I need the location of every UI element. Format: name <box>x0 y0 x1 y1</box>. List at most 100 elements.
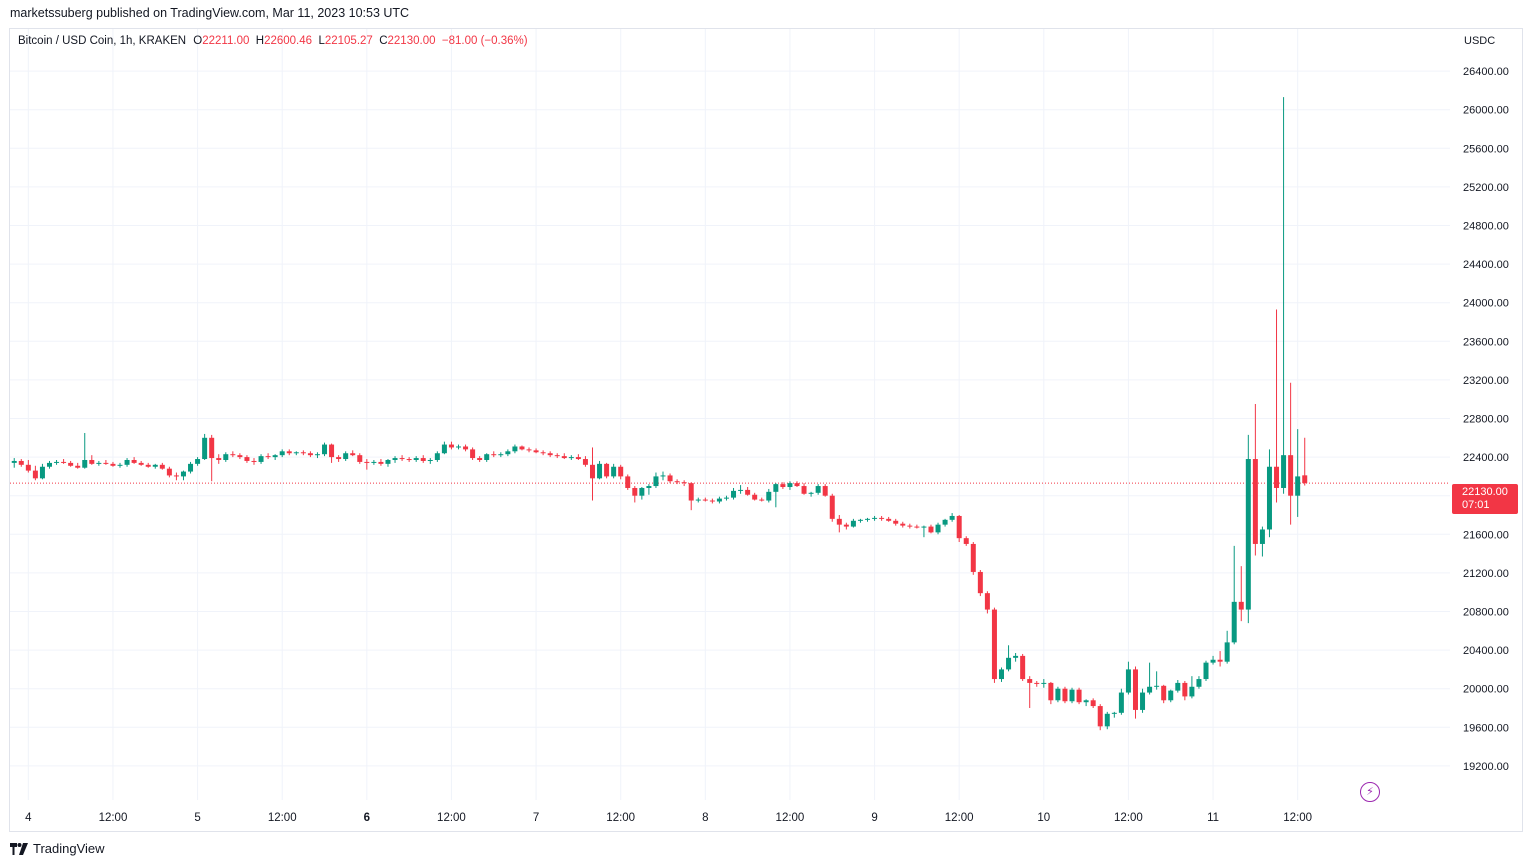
candle-body <box>385 459 391 464</box>
candle-body <box>731 490 737 498</box>
candle-body <box>314 454 320 456</box>
candle <box>1048 681 1054 705</box>
candle <box>998 667 1004 682</box>
candle <box>477 456 483 462</box>
candle <box>413 456 419 462</box>
candle-body <box>434 453 440 460</box>
time-tick-label: 7 <box>533 812 539 824</box>
candle <box>745 487 751 496</box>
candle-body <box>928 526 934 533</box>
candle-body <box>843 524 849 527</box>
candle <box>808 491 814 497</box>
candle <box>1245 434 1251 624</box>
price-tick-label: 19600.00 <box>1463 722 1509 734</box>
lightning-icon[interactable]: ⚡ <box>1360 782 1380 802</box>
candle-body <box>307 453 313 456</box>
candle <box>145 462 151 468</box>
candle <box>604 462 610 479</box>
symbol-title[interactable]: Bitcoin / USD Coin, 1h, KRAKEN <box>18 35 187 47</box>
candle <box>1055 686 1061 703</box>
candle <box>963 536 969 546</box>
candle <box>82 432 88 469</box>
candle-body <box>970 543 976 572</box>
brand[interactable]: TradingView <box>10 841 105 856</box>
price-tick-label: 22400.00 <box>1463 452 1509 464</box>
time-tick-label: 12:00 <box>1283 812 1312 824</box>
candle <box>1302 437 1308 486</box>
candle-body <box>801 486 807 494</box>
candle <box>681 480 687 487</box>
candle-body <box>68 462 74 466</box>
candle <box>879 515 885 521</box>
candle <box>1041 679 1047 688</box>
candle-body <box>942 519 948 525</box>
candle-body <box>956 515 962 539</box>
tradingview-logo-icon <box>10 842 28 855</box>
candle <box>1027 676 1033 708</box>
candle-body <box>1104 713 1110 727</box>
candle-body <box>1245 459 1251 610</box>
time-tick-label: 12:00 <box>1114 812 1143 824</box>
candle <box>96 460 102 466</box>
candle-body <box>89 459 95 464</box>
candle-body <box>1274 466 1280 488</box>
candle-body <box>1006 657 1012 670</box>
time-tick-label: 11 <box>1207 812 1219 824</box>
candle-body <box>893 520 899 524</box>
price-tick-label: 25600.00 <box>1463 143 1509 155</box>
candle <box>928 524 934 534</box>
candle <box>738 485 744 494</box>
candle-body <box>850 520 856 527</box>
candle <box>188 461 194 474</box>
candle <box>173 472 179 481</box>
candle <box>611 463 617 479</box>
candle <box>554 453 560 459</box>
candle <box>117 462 123 468</box>
price-tick-label: 24800.00 <box>1463 221 1509 233</box>
candle <box>237 453 243 460</box>
candle-body <box>991 609 997 680</box>
currency-label[interactable]: USDC <box>1464 35 1496 47</box>
candle <box>350 450 356 457</box>
candle <box>314 452 320 459</box>
candle-body <box>498 454 504 456</box>
candle-body <box>1231 601 1237 643</box>
candle <box>32 465 38 481</box>
candle-body <box>399 458 405 460</box>
candle <box>935 522 941 535</box>
candle <box>850 518 856 528</box>
candle-body <box>357 455 363 462</box>
candle <box>110 461 116 467</box>
candle-body <box>921 526 927 528</box>
candle <box>25 459 31 473</box>
candle <box>886 516 892 522</box>
candle <box>977 570 983 597</box>
candle <box>843 522 849 530</box>
candle-body <box>265 456 271 458</box>
candle-body <box>322 444 328 455</box>
candle-body <box>984 593 990 610</box>
candle <box>519 445 525 451</box>
candle-body <box>350 453 356 456</box>
candle <box>547 451 553 458</box>
candle <box>625 474 631 490</box>
candle-body <box>723 497 729 499</box>
candle-body <box>202 437 208 460</box>
candle <box>1224 630 1230 664</box>
candle-body <box>1189 686 1195 697</box>
candle-body <box>1161 685 1167 701</box>
candle-body <box>1168 690 1174 701</box>
candle-body <box>1055 688 1061 701</box>
candle <box>300 450 306 456</box>
candle-body <box>159 464 165 469</box>
time-tick-label: 12:00 <box>945 812 974 824</box>
candle-body <box>653 476 659 487</box>
candle-body <box>1295 476 1301 496</box>
candle-body <box>1034 682 1040 684</box>
candle <box>18 459 24 467</box>
candle <box>1295 429 1301 517</box>
candle-body <box>18 460 24 465</box>
candle-body <box>195 459 201 464</box>
price-tick-label: 24000.00 <box>1463 298 1509 310</box>
